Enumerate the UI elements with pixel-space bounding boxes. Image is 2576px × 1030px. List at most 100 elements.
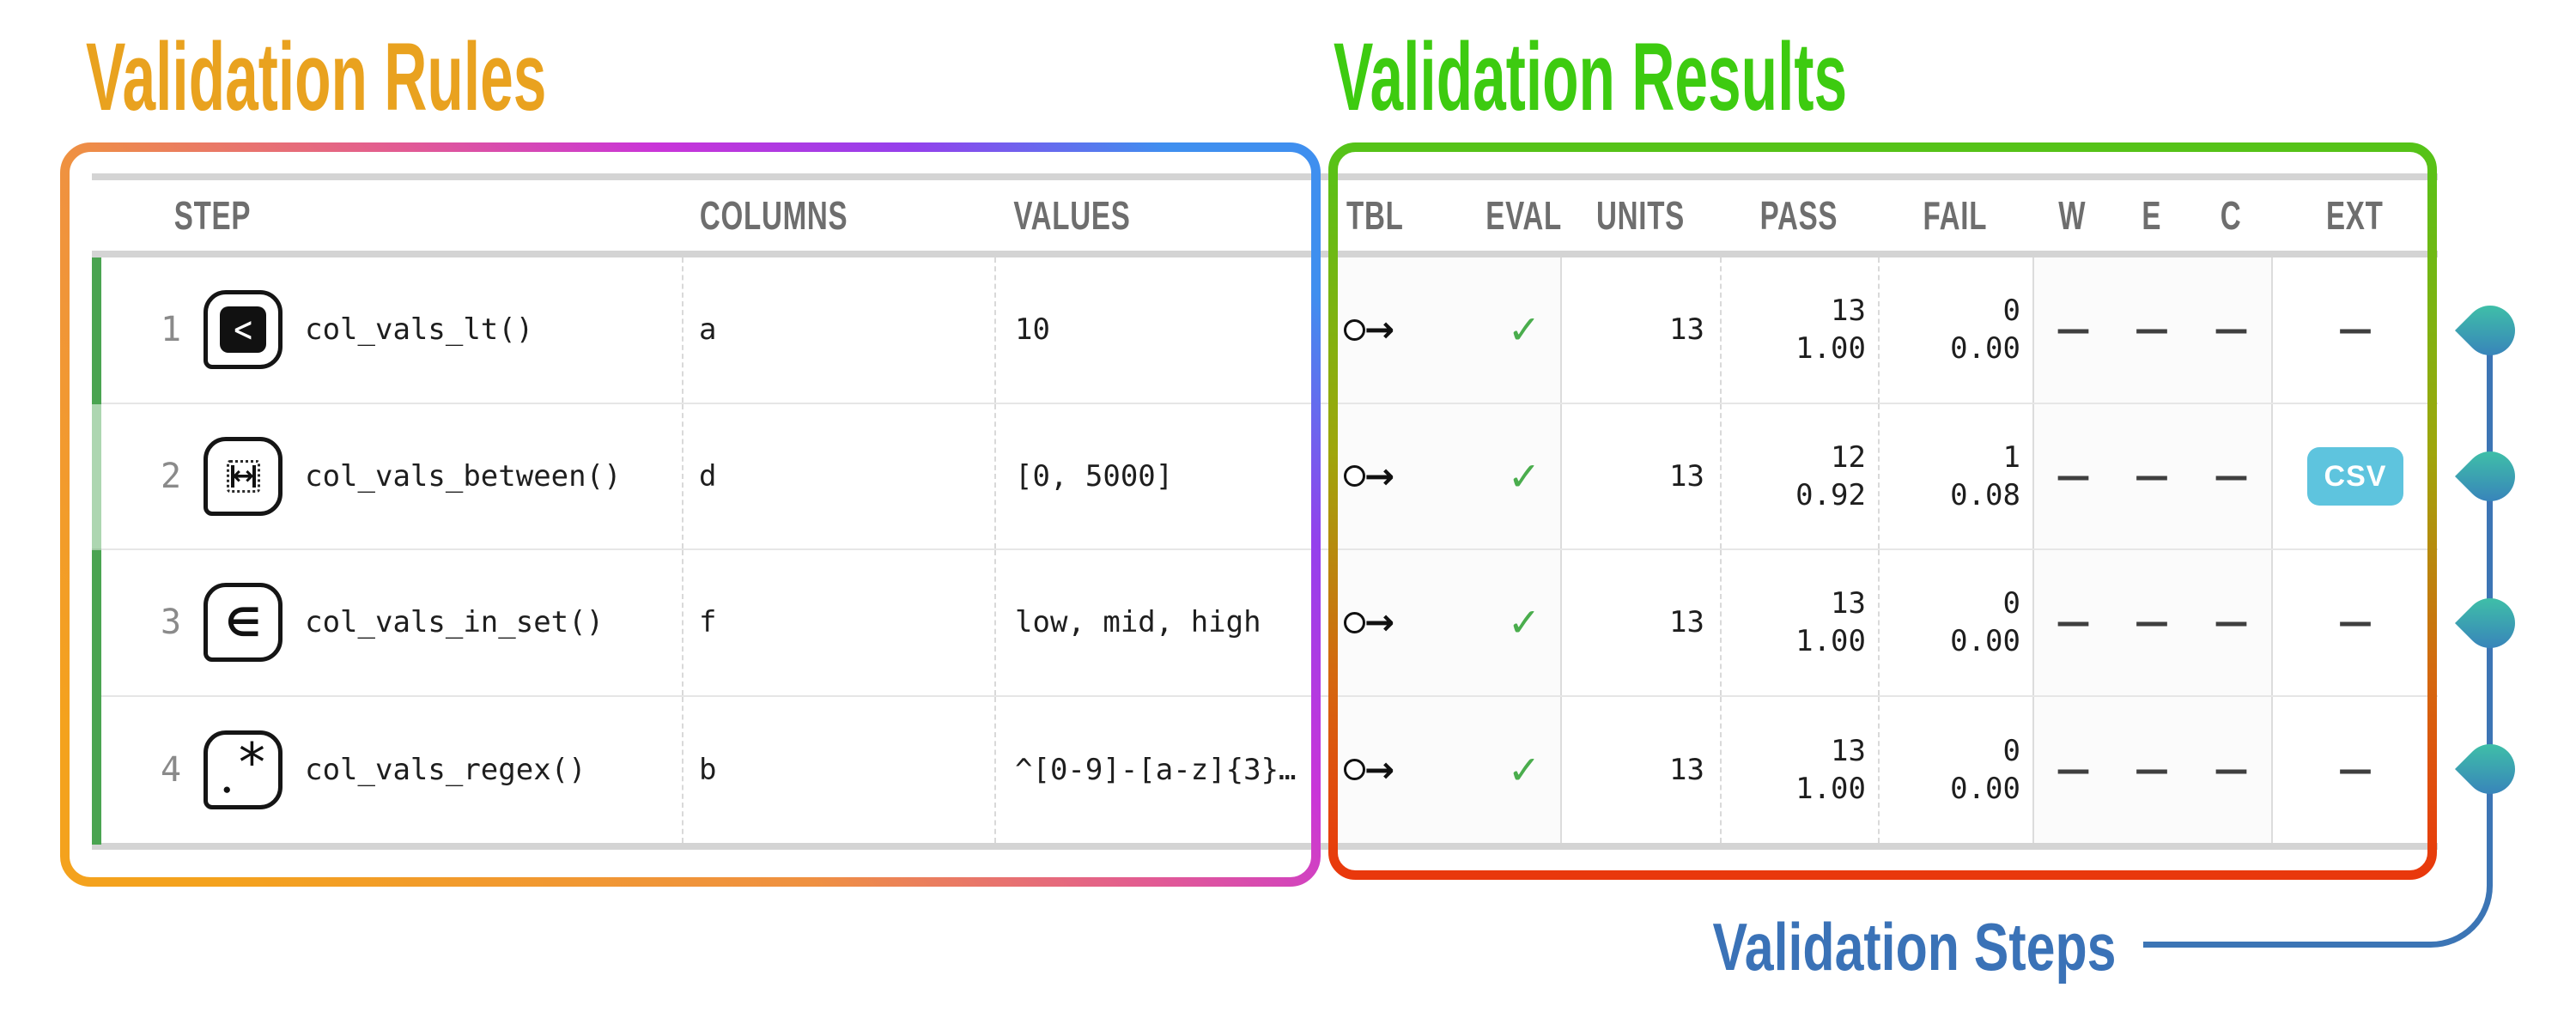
column-header-values: VALUES xyxy=(1013,193,1131,238)
na-dash: — xyxy=(2056,310,2091,350)
fail-count: 1 xyxy=(2002,439,2020,475)
steps-connector-line xyxy=(2143,335,2493,948)
range-between-icon-box: ↔ xyxy=(226,459,260,493)
step-number: 3 xyxy=(161,603,182,643)
fail-cell: 0 0.00 xyxy=(1878,550,2032,695)
warn-cell: — xyxy=(2032,550,2112,695)
na-dash: — xyxy=(2056,749,2091,790)
fail-fraction: 0.00 xyxy=(1950,331,2020,367)
units-cell: 13 xyxy=(1560,550,1720,695)
pass-fraction: 1.00 xyxy=(1795,771,1866,806)
table-row: 3 ∈ col_vals_in_set() f low, mid, high →… xyxy=(92,550,2438,697)
table-row: 2 ↔ col_vals_between() d [0, 5000] → xyxy=(92,403,2438,550)
warn-cell: — xyxy=(2032,696,2112,843)
pass-cell: 13 1.00 xyxy=(1720,696,1878,843)
pass-status-strip xyxy=(92,403,101,550)
pass-count: 13 xyxy=(1831,733,1866,768)
steps-section-title: Validation Steps xyxy=(1712,909,2116,985)
arrow-glyph: → xyxy=(1364,748,1395,791)
table-arrow-icon: → xyxy=(1344,748,1395,791)
tbl-cell: → xyxy=(1331,258,1488,403)
values-cell: [0, 5000] xyxy=(994,403,1331,548)
circle-glyph xyxy=(1344,611,1365,633)
tbl-cell: → xyxy=(1331,403,1488,548)
eval-cell: ✓ xyxy=(1488,258,1560,403)
asterisk-glyph: * xyxy=(235,730,269,794)
units-cell: 13 xyxy=(1560,258,1720,403)
table-bottom-border xyxy=(92,843,2438,850)
pass-status-strip xyxy=(92,696,101,845)
step-cell: 2 ↔ col_vals_between() xyxy=(92,403,682,550)
function-name: col_vals_between() xyxy=(305,458,622,494)
column-header-c: C xyxy=(2221,193,2242,238)
units-cell: 13 xyxy=(1560,403,1720,548)
function-name: col_vals_regex() xyxy=(305,752,586,787)
column-header-fail: FAIL xyxy=(1923,193,1988,238)
fail-fraction: 0.08 xyxy=(1950,477,2020,512)
fail-cell: 0 0.00 xyxy=(1878,696,2032,843)
fail-count: 0 xyxy=(2002,733,2020,768)
range-bar-glyph xyxy=(252,464,256,488)
results-section-title: Validation Results xyxy=(1334,23,1848,130)
fail-cell: 0 0.00 xyxy=(1878,258,2032,403)
columns-cell: b xyxy=(682,696,994,843)
dot-glyph: ● xyxy=(222,780,232,797)
step-cell: 3 ∈ col_vals_in_set() xyxy=(92,550,682,697)
step-number: 2 xyxy=(161,456,182,496)
table-header-row: STEP COLUMNS VALUES TBL EVAL UNITS PASS … xyxy=(92,180,2438,251)
step-cell: 4 * ● col_vals_regex() xyxy=(92,696,682,845)
arrow-glyph: → xyxy=(1364,454,1395,497)
na-dash: — xyxy=(2056,603,2091,643)
columns-cell: d xyxy=(682,403,994,548)
fail-count: 0 xyxy=(2002,294,2020,329)
pass-count: 13 xyxy=(1831,586,1866,621)
values-cell: low, mid, high xyxy=(994,550,1331,695)
less-than-glyph: < xyxy=(234,308,252,351)
fail-cell: 1 0.08 xyxy=(1878,403,2032,548)
arrow-glyph: → xyxy=(1364,601,1395,644)
tbl-cell: → xyxy=(1331,696,1488,843)
element-of-icon: ∈ xyxy=(204,583,283,663)
range-between-icon: ↔ xyxy=(204,436,283,516)
table-arrow-icon: → xyxy=(1344,604,1394,640)
pass-fraction: 1.00 xyxy=(1795,331,1866,367)
check-icon: ✓ xyxy=(1507,306,1541,354)
function-name: col_vals_in_set() xyxy=(305,605,605,640)
values-cell: 10 xyxy=(994,258,1331,403)
eval-cell: ✓ xyxy=(1488,550,1560,695)
pass-status-strip xyxy=(92,258,101,404)
pass-fraction: 0.92 xyxy=(1795,477,1866,512)
warn-cell: — xyxy=(2032,403,2112,548)
pass-cell: 13 1.00 xyxy=(1720,550,1878,695)
eval-cell: ✓ xyxy=(1488,696,1560,843)
between-arrow-glyph: ↔ xyxy=(232,460,254,491)
units-cell: 13 xyxy=(1560,696,1720,843)
step-number: 4 xyxy=(161,749,182,790)
values-cell: ^[0-9]-[a-z]{3}… xyxy=(994,696,1331,843)
column-header-units: UNITS xyxy=(1595,193,1685,238)
less-than-icon-inner: < xyxy=(220,306,267,354)
regex-icon: * ● xyxy=(204,730,283,809)
fail-fraction: 0.00 xyxy=(1950,624,2020,659)
table-top-border xyxy=(92,173,2438,180)
columns-cell: a xyxy=(682,258,994,403)
fail-count: 0 xyxy=(2002,586,2020,621)
column-header-e: E xyxy=(2142,193,2162,238)
rules-section-title: Validation Rules xyxy=(86,23,547,130)
pass-cell: 13 1.00 xyxy=(1720,258,1878,403)
circle-glyph xyxy=(1344,465,1365,488)
table-row: 1 < col_vals_lt() a 10 → ✓ 13 xyxy=(92,258,2438,404)
columns-cell: f xyxy=(682,550,994,695)
step-cell: 1 < col_vals_lt() xyxy=(92,258,682,404)
less-than-icon: < xyxy=(204,290,283,370)
column-header-pass: PASS xyxy=(1759,193,1838,238)
arrow-glyph: → xyxy=(1364,308,1395,351)
eval-cell: ✓ xyxy=(1488,403,1560,548)
validation-table: STEP COLUMNS VALUES TBL EVAL UNITS PASS … xyxy=(92,173,2438,850)
pass-fraction: 1.00 xyxy=(1795,624,1866,659)
circle-glyph xyxy=(1344,318,1365,341)
function-name: col_vals_lt() xyxy=(305,312,534,348)
pass-count: 12 xyxy=(1831,439,1866,475)
na-dash: — xyxy=(2056,456,2091,496)
